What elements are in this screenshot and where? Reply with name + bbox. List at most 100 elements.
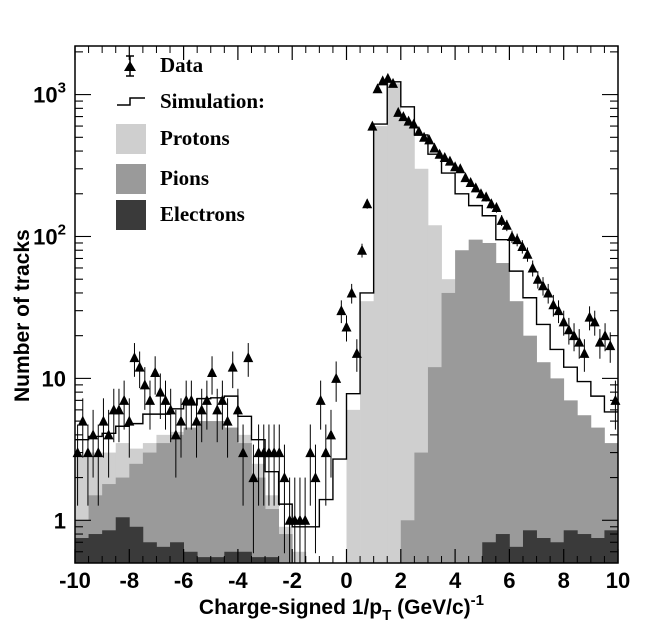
bar-pions [455, 250, 470, 563]
bar-pions [170, 434, 184, 563]
data-point [351, 347, 362, 358]
bar-pions [265, 509, 280, 563]
data-point [506, 230, 517, 241]
bar-electrons [102, 530, 117, 563]
x-tick-label: -4 [228, 568, 248, 593]
data-point [243, 352, 254, 363]
data-point [160, 394, 171, 405]
data-point [584, 311, 595, 322]
data-point [176, 415, 187, 426]
y-tick-label: 102 [33, 221, 66, 249]
bar-pions [441, 292, 456, 563]
data-point [325, 429, 336, 440]
x-tick-label: 4 [449, 568, 462, 593]
data-point [227, 361, 238, 372]
data-point [336, 305, 347, 316]
bar-electrons [495, 534, 510, 563]
bar-electrons [577, 534, 592, 563]
x-tick-label: -2 [282, 568, 302, 593]
bar-electrons [237, 551, 252, 563]
data-point [88, 429, 99, 440]
data-point [429, 142, 440, 153]
data-point [548, 299, 559, 310]
data-point [470, 182, 481, 193]
bar-pions [590, 427, 605, 563]
data-point [150, 367, 161, 378]
data-point [553, 305, 564, 316]
bar-electrons [522, 530, 537, 563]
data-point [186, 394, 197, 405]
bar-electrons [156, 546, 171, 563]
data-point [124, 415, 135, 426]
data-point [196, 404, 207, 415]
data-point [605, 340, 616, 351]
data-point [331, 372, 342, 383]
bar-electrons [142, 542, 157, 563]
bar-protons [360, 301, 375, 563]
data-point [501, 219, 512, 230]
data-point [279, 472, 290, 483]
data-point [129, 352, 140, 363]
data-point [424, 134, 435, 145]
data-point [512, 234, 523, 245]
bar-pions [156, 443, 171, 563]
bar-electrons [129, 526, 144, 563]
data-point [362, 198, 373, 209]
legend-label-protons: Protons [160, 126, 230, 150]
bar-pions [468, 239, 483, 563]
bar-protons [373, 126, 388, 563]
y-axis-title: Number of tracks [11, 229, 34, 402]
data-point [532, 273, 543, 284]
data-point [320, 447, 331, 458]
data-point [398, 111, 409, 122]
bar-pions [495, 263, 510, 563]
data-point [139, 379, 150, 390]
bar-electrons [115, 517, 130, 563]
data-point [144, 394, 155, 405]
data-point [274, 447, 285, 458]
data-point [93, 447, 104, 458]
bar-electrons [604, 530, 618, 563]
data-point [357, 244, 368, 255]
data-point [496, 214, 507, 225]
data-point [444, 155, 455, 166]
legend-label-pions: Pions [160, 166, 209, 190]
data-point [238, 447, 249, 458]
bar-electrons [197, 557, 212, 563]
data-point [491, 202, 502, 213]
y-tick-label: 10 [42, 366, 66, 391]
legend-label-electrons: Electrons [160, 202, 245, 226]
y-tick-label: 103 [33, 80, 66, 108]
data-point [517, 241, 528, 252]
data-point [372, 83, 383, 94]
data-point [594, 336, 605, 347]
bar-pions [251, 477, 266, 563]
x-tick-label: 10 [606, 568, 630, 593]
x-tick-label: 0 [340, 568, 352, 593]
data-point [434, 148, 445, 159]
data-point [589, 316, 600, 327]
data-point [113, 404, 124, 415]
bar-protons [346, 409, 361, 563]
x-tick-label: 2 [395, 568, 407, 593]
data-point [232, 404, 243, 415]
bar-pions [210, 421, 225, 563]
legend-simulation-line [117, 97, 145, 106]
x-tick-label: 6 [503, 568, 515, 593]
y-tick-label: 1 [54, 508, 66, 533]
data-point [574, 336, 585, 347]
x-tick-label: -10 [59, 568, 91, 593]
bar-protons [400, 121, 415, 563]
bar-electrons [224, 551, 239, 563]
bar-electrons [183, 551, 198, 563]
data-point [543, 287, 554, 298]
data-point [207, 367, 218, 378]
legend-data-marker [124, 55, 136, 77]
bar-electrons [75, 538, 89, 563]
bar-pions [563, 400, 578, 563]
data-point [403, 115, 414, 126]
data-point [341, 321, 352, 332]
data-point [170, 429, 181, 440]
data-point [475, 188, 486, 199]
data-point [388, 77, 399, 88]
